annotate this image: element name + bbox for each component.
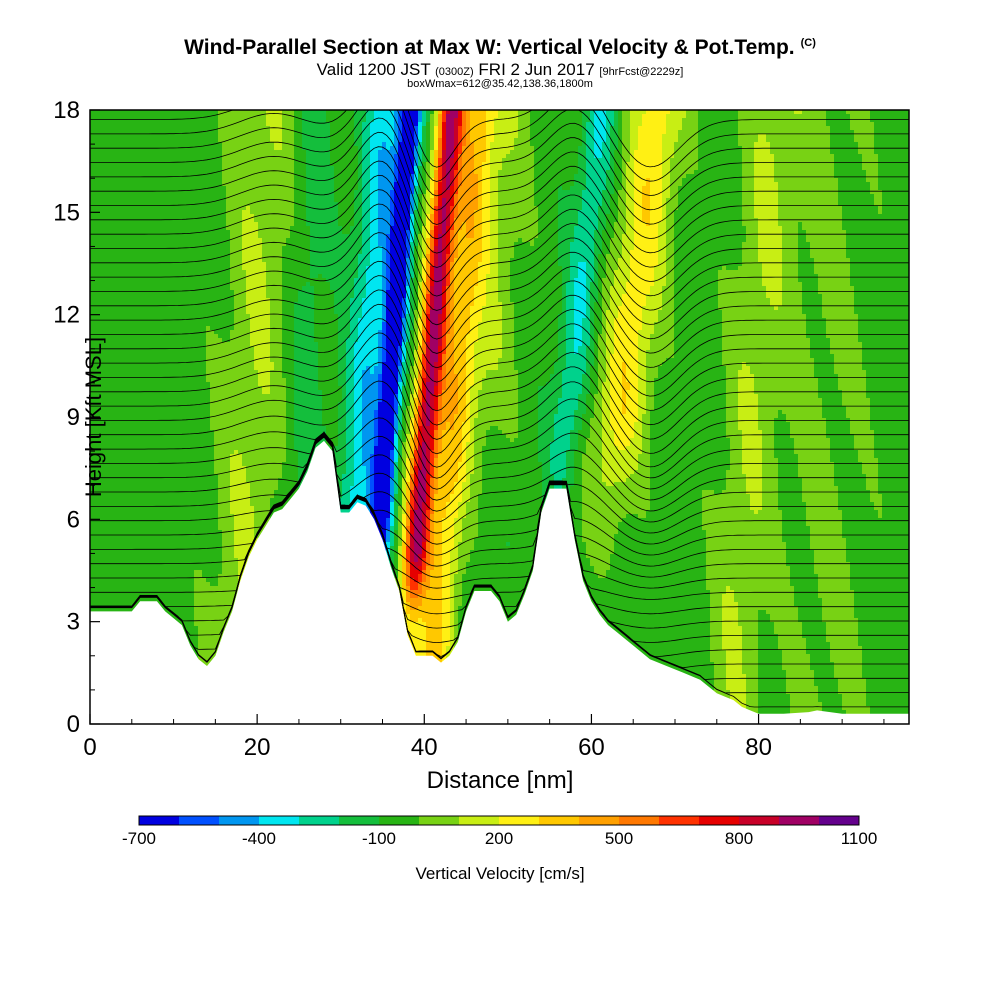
colorbar-swatch	[699, 816, 739, 825]
y-tick-label: 15	[53, 199, 80, 226]
colorbar-swatch	[779, 816, 819, 825]
colorbar-swatch	[339, 816, 379, 825]
colorbar-swatch	[139, 816, 179, 825]
colorbar-swatch	[259, 816, 299, 825]
colorbar-swatch	[499, 816, 539, 825]
colorbar-swatch	[659, 816, 699, 825]
colorbar-swatch	[619, 816, 659, 825]
colorbar-tick-label: 800	[725, 829, 753, 848]
colorbar-tick-label: -400	[242, 829, 276, 848]
y-axis-label: Height [Kft MSL]	[81, 337, 107, 497]
colorbar-swatch	[819, 816, 859, 825]
chart-canvas: 0 20 40 60 800369121518 -700 -400 -100 200 500 80…	[0, 0, 1000, 1000]
colorbar-tick-label: 1100	[841, 829, 878, 848]
y-tick-label: 6	[67, 506, 80, 533]
y-tick-label: 0	[67, 711, 80, 738]
colorbar-swatch	[419, 816, 459, 825]
x-tick-label: 20	[244, 734, 271, 761]
y-tick-label: 12	[53, 302, 80, 329]
colorbar-tick-label: 200	[485, 829, 513, 848]
y-tick-label: 3	[67, 609, 80, 636]
colorbar-swatch	[379, 816, 419, 825]
colorbar-swatch	[579, 816, 619, 825]
colorbar-swatch	[739, 816, 779, 825]
colorbar-swatch	[539, 816, 579, 825]
y-tick-label: 18	[53, 97, 80, 124]
colorbar-label: Vertical Velocity [cm/s]	[0, 864, 1000, 884]
x-tick-label: 40	[411, 734, 438, 761]
colorbar: -700 -400 -100 200 500 800 1100	[122, 816, 877, 848]
x-axis-label: Distance [nm]	[0, 767, 1000, 795]
colorbar-swatch	[459, 816, 499, 825]
colorbar-swatch	[219, 816, 259, 825]
y-tick-label: 9	[67, 404, 80, 431]
x-tick-label: 0	[83, 734, 96, 761]
x-tick-label: 80	[745, 734, 772, 761]
colorbar-swatch	[179, 816, 219, 825]
colorbar-swatch	[299, 816, 339, 825]
colorbar-tick-label: -700	[122, 829, 156, 848]
x-tick-label: 60	[578, 734, 605, 761]
colorbar-tick-label: 500	[605, 829, 633, 848]
colorbar-tick-label: -100	[362, 829, 396, 848]
